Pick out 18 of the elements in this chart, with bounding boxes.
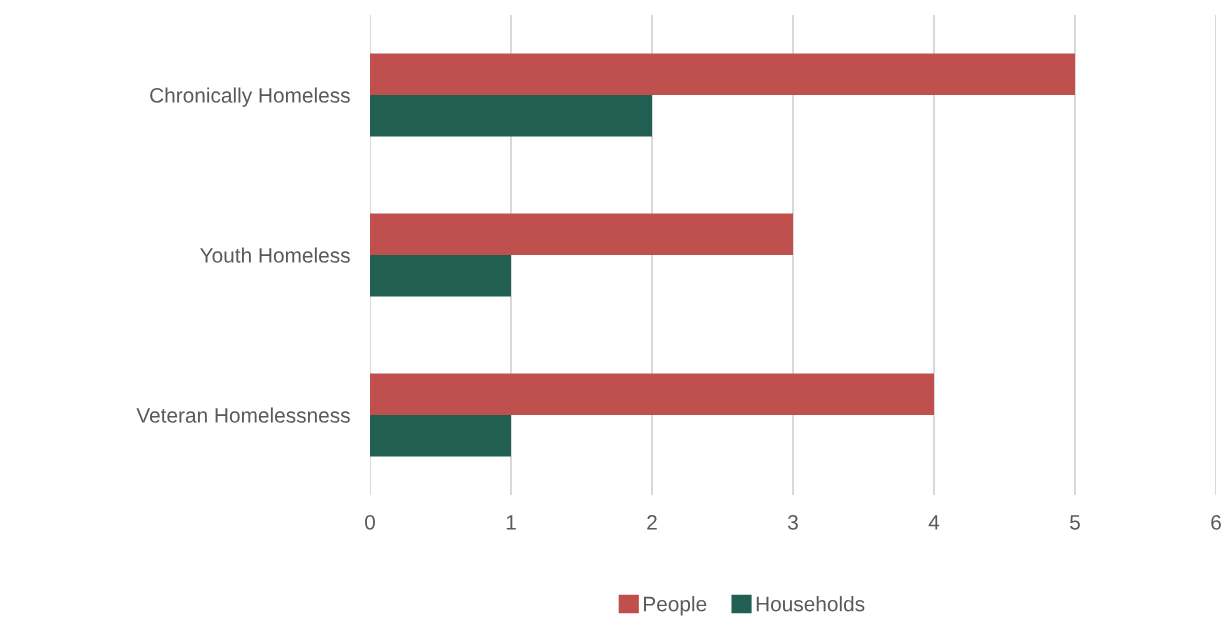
- x-tick-label: 0: [365, 514, 375, 530]
- y-tick-label: Youth Homeless: [200, 247, 350, 263]
- legend-label: Households: [756, 596, 865, 612]
- x-tick-label: 2: [647, 514, 657, 530]
- x-tick-label: 1: [506, 515, 516, 530]
- legend-label: People: [644, 596, 707, 616]
- y-tick-label: Chronically Homeless: [150, 87, 350, 107]
- x-tick-label: 3: [788, 514, 798, 530]
- bar: [370, 255, 511, 297]
- bar: [370, 213, 793, 255]
- bar: [370, 373, 934, 415]
- y-tick-label: Veteran Homelessness: [136, 407, 350, 423]
- bar: [370, 53, 1075, 95]
- x-tick-label: 6: [1211, 514, 1221, 530]
- bar: [370, 95, 652, 137]
- x-tick-label: 5: [1070, 515, 1080, 530]
- bar: [370, 415, 511, 457]
- x-tick-label: 4: [928, 515, 940, 530]
